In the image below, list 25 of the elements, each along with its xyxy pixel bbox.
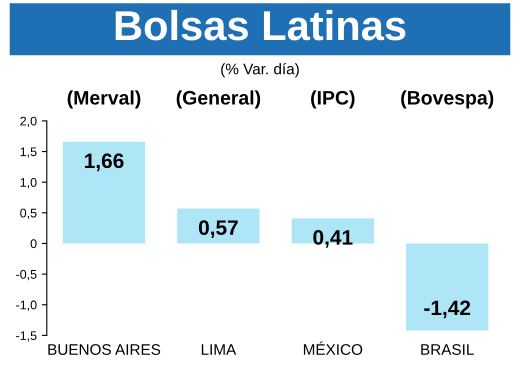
text: (IPC) (311, 90, 355, 109)
text: (General) (176, 90, 260, 109)
y-tick-label: 2,0 (20, 116, 37, 128)
data-label: 0,41 (313, 230, 352, 248)
text: (Merval) (68, 90, 140, 109)
y-tick-label: 0,5 (20, 208, 37, 219)
y-tick-label: 0 (30, 239, 37, 248)
chart-title: Bolsas Latinas (116, 10, 406, 40)
x-tick-label: MÉXICO (304, 342, 362, 355)
y-tick-label: -0,5 (16, 270, 37, 280)
text: (Bovespa) (401, 90, 494, 109)
bar (177, 208, 260, 244)
data-label: 1,66 (85, 153, 124, 172)
y-tick-label: 1,0 (20, 178, 37, 188)
chart-subtitle: (% Var. día) (221, 62, 299, 78)
y-tick-label: -1,0 (16, 300, 37, 311)
data-label: 0,57 (198, 220, 238, 238)
y-tick-label: 1,5 (20, 147, 37, 158)
y-tick-label: -1,5 (16, 331, 37, 342)
x-tick-label: BUENOS AIRES (48, 344, 160, 355)
x-tick-label: LIMA (202, 344, 236, 355)
data-label: -1,42 (424, 300, 470, 318)
x-tick-label: BRASIL (421, 344, 474, 355)
bar (406, 243, 488, 330)
bar (62, 142, 146, 244)
